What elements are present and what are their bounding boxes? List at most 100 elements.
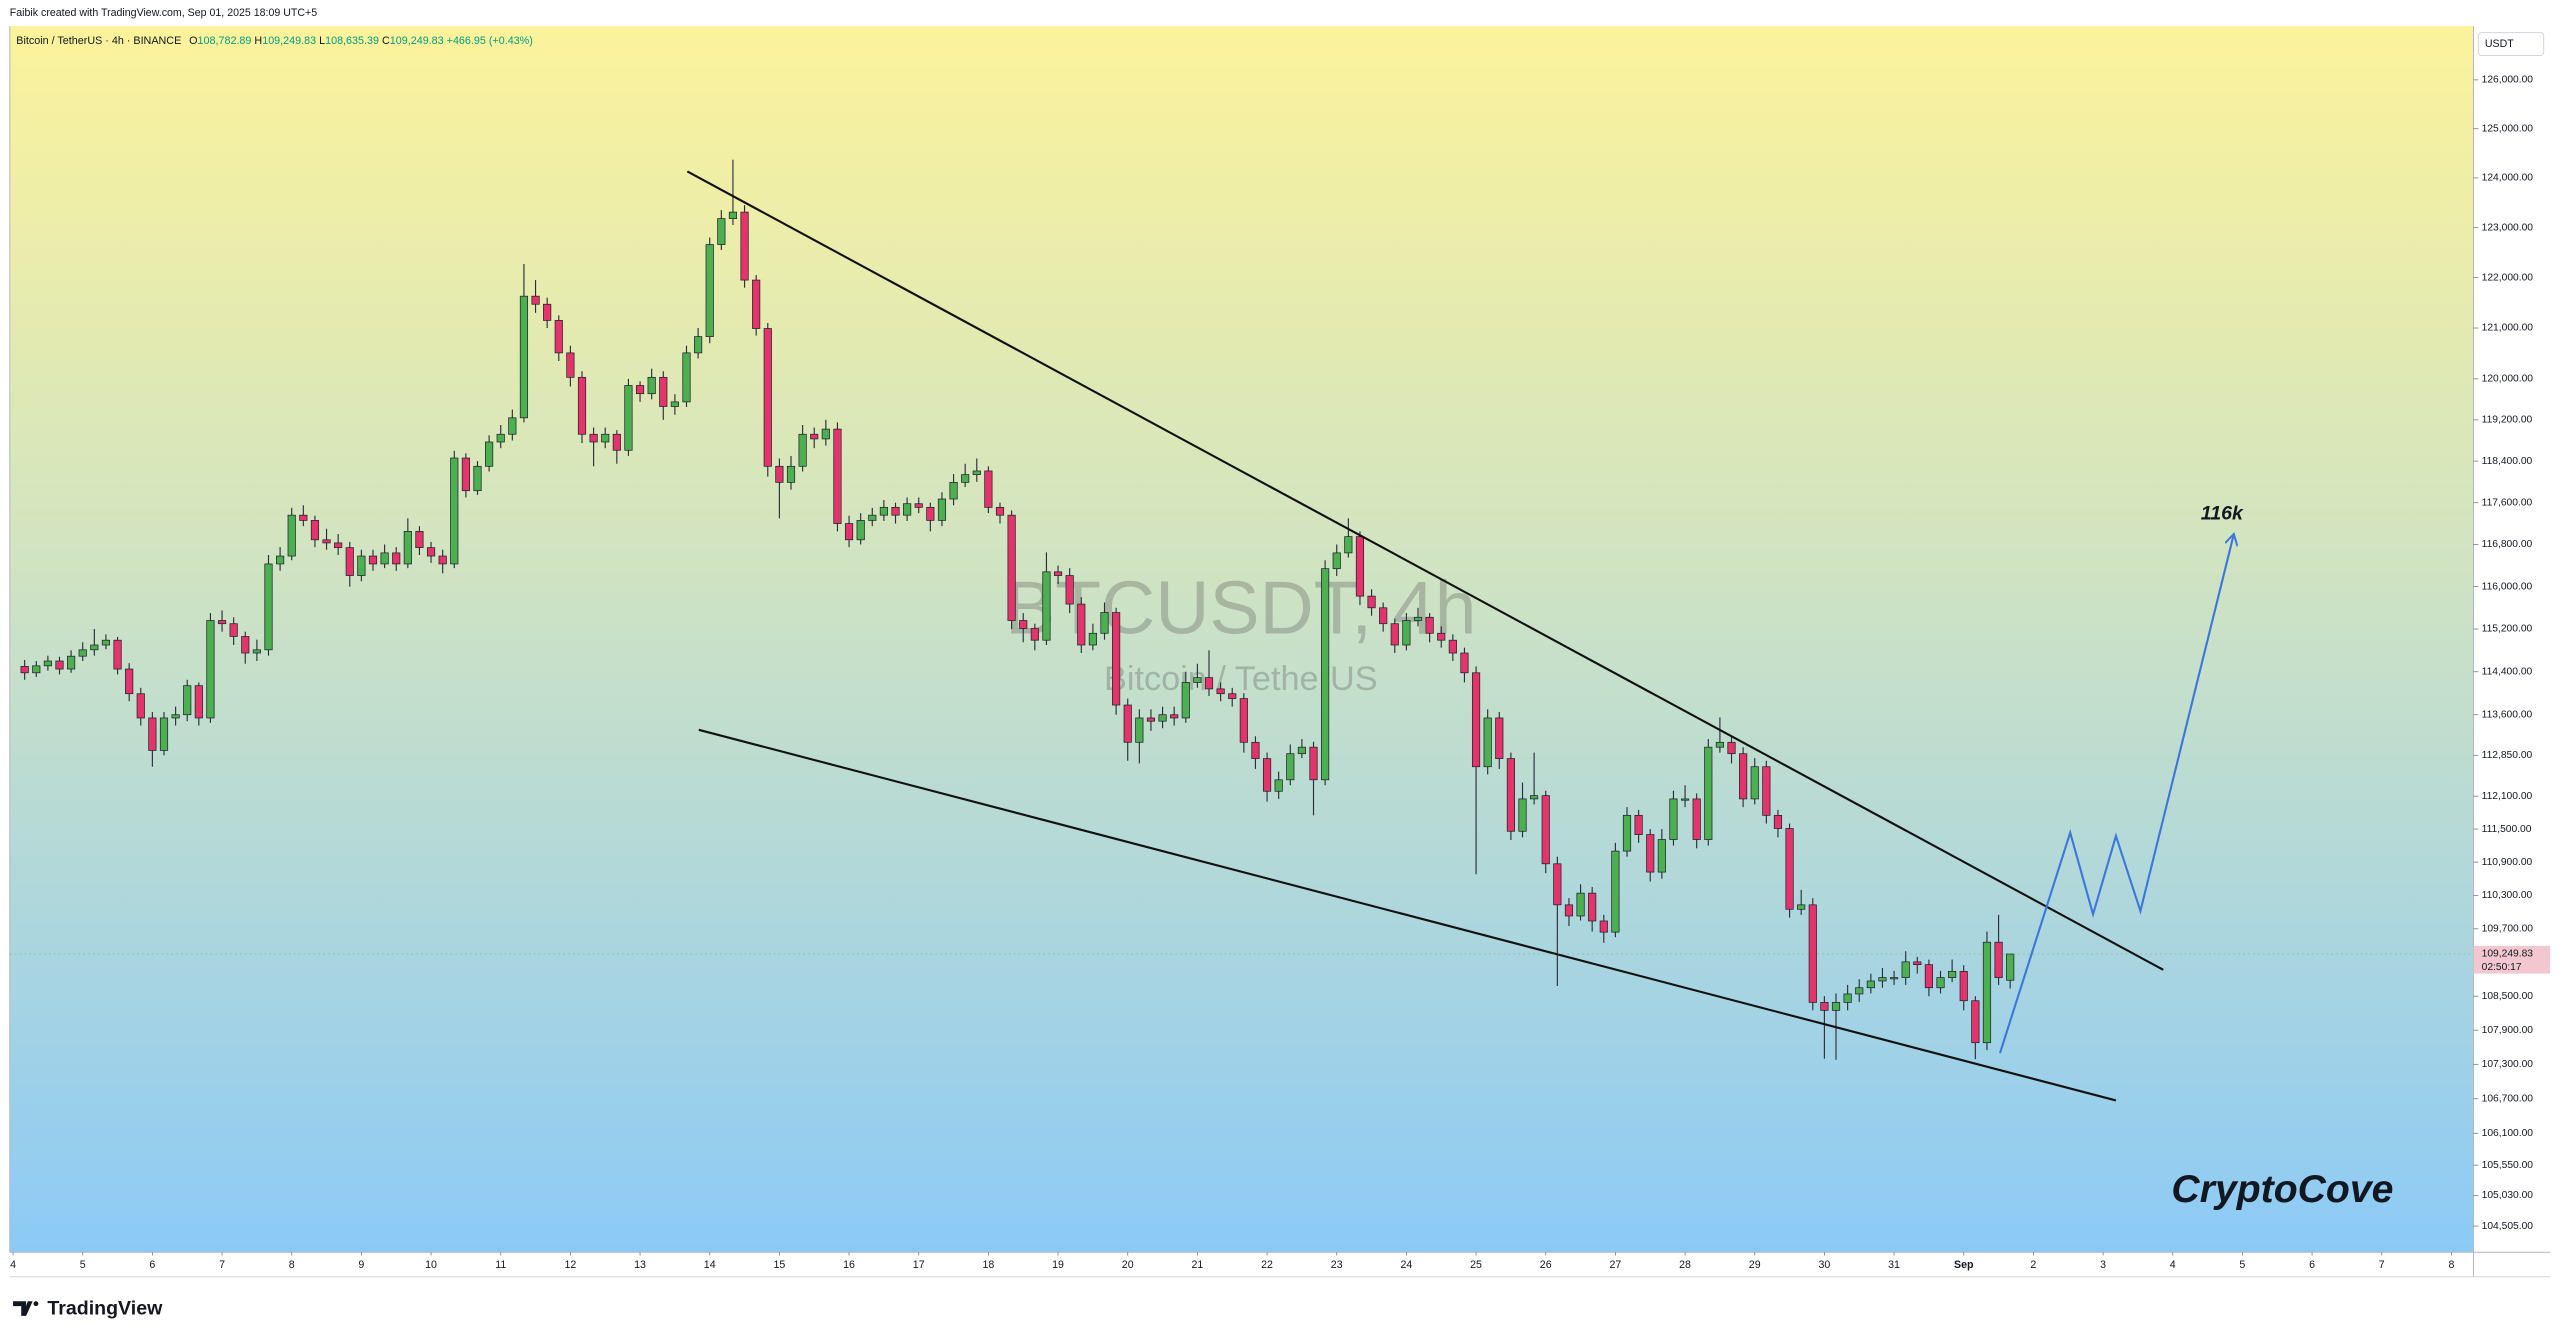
candle-body (322, 539, 331, 544)
candle-body (635, 385, 645, 395)
x-tick-label: Sep (1954, 1259, 1974, 1271)
candle-body (1622, 814, 1632, 852)
candle-body (1843, 993, 1852, 1003)
candle-body (1855, 987, 1864, 995)
candle-body (1239, 698, 1248, 743)
y-tick-label: 107,300.00 (2482, 1059, 2534, 1070)
candle-body (1053, 571, 1063, 576)
y-tick-label: 104,505.00 (2482, 1221, 2534, 1232)
currency[interactable]: USDT (2485, 38, 2514, 50)
candle-body (357, 555, 366, 576)
change: +466.95 (+0.43%) (447, 35, 533, 47)
candle-body (473, 465, 482, 492)
y-tick-label: 115,200.00 (2482, 624, 2533, 635)
candle-body (1135, 717, 1144, 743)
x-tick-label: 14 (704, 1259, 716, 1271)
candle-body (1262, 758, 1272, 792)
candle-body (1936, 977, 1945, 989)
candle-body (1448, 639, 1457, 654)
candle-body (775, 465, 784, 483)
ohlc-value: 108,635.39 (325, 35, 379, 47)
x-tick-label: 2 (2030, 1259, 2036, 1271)
x-tick-label: 17 (913, 1259, 925, 1271)
candle-body (1611, 850, 1620, 933)
candle-body (299, 514, 308, 521)
candle-body (392, 552, 401, 565)
ohlc-value: 109,249.83 (262, 35, 316, 47)
candle-body (728, 211, 738, 219)
candle-body (1170, 714, 1179, 719)
candle-body (159, 717, 169, 751)
candle-body (1158, 714, 1167, 722)
candle-body (1100, 612, 1109, 634)
x-tick-label: 5 (80, 1259, 86, 1271)
y-tick-label: 112,850.00 (2482, 750, 2533, 761)
candle-body (2006, 953, 2015, 981)
candle-body (1773, 814, 1783, 829)
x-tick-label: 23 (1331, 1259, 1343, 1271)
candle-body (252, 649, 261, 654)
candle-body (949, 482, 958, 500)
candle-body (659, 376, 668, 407)
y-tick-label: 112,100.00 (2482, 791, 2533, 802)
candle-body (1204, 677, 1214, 690)
candle-body (891, 506, 900, 516)
x-tick-label: 5 (2239, 1259, 2245, 1271)
x-tick-label: 4 (2170, 1259, 2176, 1271)
candle-body (995, 506, 1005, 516)
y-tick-label: 110,300.00 (2482, 890, 2533, 901)
candle-body (32, 665, 41, 674)
x-tick-label: 13 (634, 1259, 646, 1271)
candle-body (194, 685, 203, 719)
y-tick-label: 116,800.00 (2482, 539, 2533, 550)
ohlc-value: 108,782.89 (198, 35, 252, 47)
price-label-box (2473, 945, 2551, 974)
candle-body (1367, 595, 1376, 609)
watermark-subtitle: Bitcoin / TetherUS (1104, 660, 1378, 698)
candle-body (1216, 688, 1225, 695)
candle-body (90, 644, 99, 651)
candle-body (1355, 536, 1365, 597)
candle-body (705, 244, 714, 337)
ohlc-key: C (382, 35, 390, 47)
currency-button[interactable] (2477, 32, 2545, 57)
y-tick-label: 105,030.00 (2482, 1190, 2534, 1201)
candle-body (183, 685, 192, 716)
candle-body (450, 457, 459, 565)
candle-body (78, 649, 87, 657)
trendline-upper (686, 170, 2164, 971)
y-tick-label: 117,600.00 (2482, 497, 2533, 508)
x-tick-label: 27 (1609, 1259, 1621, 1271)
logo-text: TradingView (47, 1298, 163, 1320)
candle-body (1657, 839, 1666, 873)
candle-body (752, 279, 761, 329)
ohlc-value: 109,249.83 (390, 35, 444, 47)
x-tick-label: 19 (1052, 1259, 1064, 1271)
candles (20, 159, 2015, 1060)
candle-body (1982, 941, 1992, 1044)
candle-body (368, 555, 378, 565)
x-tick-label: 10 (425, 1259, 437, 1271)
candle-body (1460, 652, 1469, 674)
x-tick-label: 8 (289, 1259, 295, 1271)
candle-body (1576, 892, 1585, 917)
x-tick-label: 9 (358, 1259, 364, 1271)
candle-body (647, 376, 656, 395)
candle-body (1379, 607, 1388, 625)
x-tick-label: 20 (1122, 1259, 1134, 1271)
y-tick-label: 106,100.00 (2482, 1128, 2534, 1139)
y-tick-label: 122,000.00 (2482, 272, 2534, 283)
y-tick-label: 116,000.00 (2482, 581, 2533, 592)
candle-body (821, 428, 830, 440)
projection-path (1998, 536, 2233, 1054)
candle-body (543, 303, 552, 321)
candle-body (1959, 971, 1968, 1002)
candle-body (833, 428, 842, 524)
candle-body (1762, 766, 1771, 816)
y-tick-label: 108,500.00 (2482, 991, 2534, 1002)
candle-body (1309, 746, 1318, 781)
candle-body (601, 433, 610, 443)
candle-body (113, 639, 122, 670)
candle-body (1878, 977, 1887, 982)
candle-body (125, 668, 134, 695)
